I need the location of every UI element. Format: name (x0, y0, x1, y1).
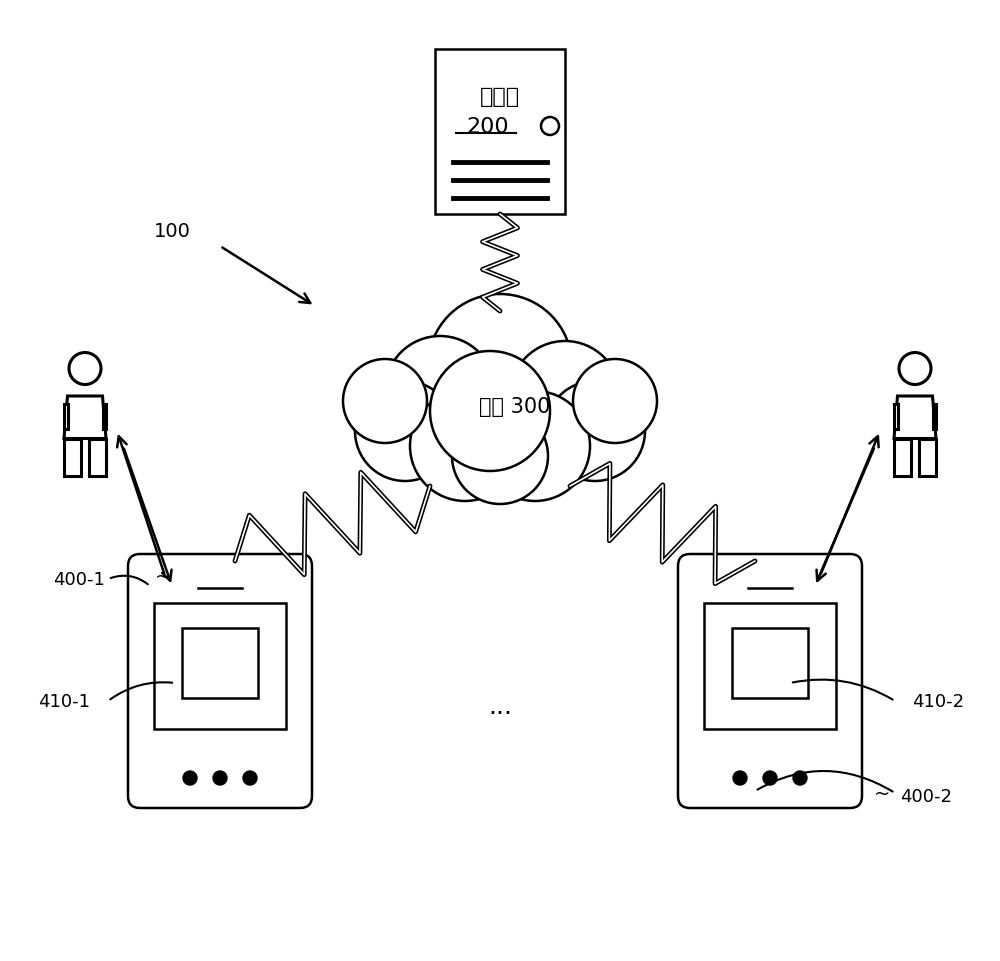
FancyBboxPatch shape (732, 628, 808, 698)
Circle shape (452, 408, 548, 505)
FancyBboxPatch shape (182, 628, 258, 698)
Circle shape (480, 391, 590, 502)
Text: ...: ... (488, 694, 512, 718)
Polygon shape (64, 439, 81, 477)
Circle shape (793, 771, 807, 785)
Circle shape (355, 382, 455, 481)
Text: 410-1: 410-1 (38, 692, 90, 710)
Text: 服务器: 服务器 (480, 86, 520, 107)
Circle shape (430, 352, 550, 472)
Polygon shape (933, 404, 936, 429)
FancyBboxPatch shape (678, 554, 862, 808)
Circle shape (573, 359, 657, 444)
Polygon shape (64, 404, 68, 429)
Text: 410-2: 410-2 (912, 692, 964, 710)
Text: ~: ~ (874, 783, 890, 802)
Text: 400-2: 400-2 (900, 787, 952, 805)
Text: 100: 100 (154, 222, 190, 241)
Circle shape (213, 771, 227, 785)
FancyBboxPatch shape (154, 604, 286, 729)
Circle shape (343, 359, 427, 444)
Circle shape (183, 771, 197, 785)
Circle shape (545, 382, 645, 481)
Circle shape (510, 342, 620, 452)
Text: 网络 300: 网络 300 (479, 397, 551, 416)
Text: 200: 200 (467, 117, 509, 136)
Polygon shape (89, 439, 106, 477)
Circle shape (385, 336, 495, 447)
Polygon shape (64, 397, 106, 439)
FancyBboxPatch shape (435, 49, 565, 214)
Text: ~: ~ (155, 567, 171, 586)
Circle shape (243, 771, 257, 785)
Polygon shape (894, 397, 936, 439)
Circle shape (763, 771, 777, 785)
Polygon shape (894, 439, 911, 477)
FancyBboxPatch shape (128, 554, 312, 808)
FancyBboxPatch shape (704, 604, 836, 729)
Polygon shape (103, 404, 106, 429)
Circle shape (428, 295, 572, 438)
Circle shape (410, 391, 520, 502)
Text: 400-1: 400-1 (53, 571, 105, 588)
Circle shape (733, 771, 747, 785)
Polygon shape (919, 439, 936, 477)
Polygon shape (894, 404, 898, 429)
